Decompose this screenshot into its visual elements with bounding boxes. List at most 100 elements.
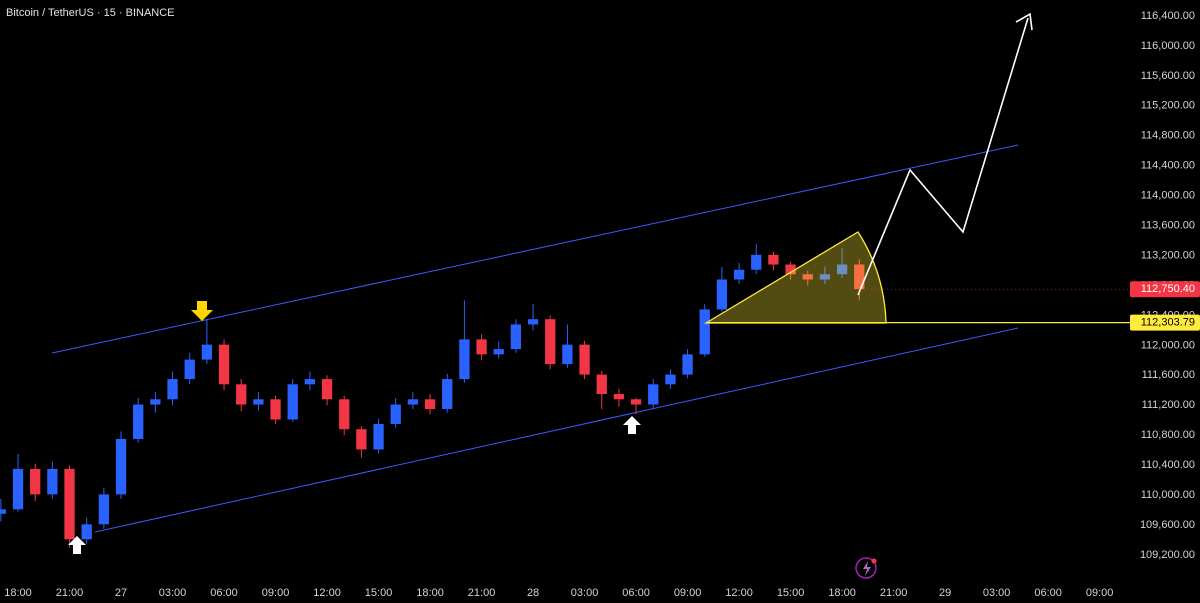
candles xyxy=(0,244,865,548)
candle-body xyxy=(716,279,728,310)
y-tick-label: 113,200.00 xyxy=(1141,249,1195,261)
candle-body xyxy=(579,344,590,375)
candle-body xyxy=(30,468,41,495)
candle-body xyxy=(253,399,264,405)
y-tick-label: 116,400.00 xyxy=(1141,10,1195,22)
candle-body xyxy=(304,379,316,385)
x-tick-label: 06:00 xyxy=(1034,587,1062,599)
candle-body xyxy=(115,438,127,495)
candle-body xyxy=(562,344,573,365)
candle-body xyxy=(424,399,436,410)
y-tick-label: 110,000.00 xyxy=(1141,489,1195,501)
last-price-label: 112,750.40 xyxy=(1141,283,1195,295)
y-tick-label: 111,600.00 xyxy=(1142,369,1195,381)
candle-body xyxy=(167,379,178,400)
candle-body xyxy=(476,339,487,355)
candle-body xyxy=(751,254,762,270)
candle-body xyxy=(218,344,230,385)
candle-body xyxy=(613,394,625,400)
x-tick-label: 18:00 xyxy=(828,587,856,599)
y-tick-label: 114,000.00 xyxy=(1141,190,1195,202)
candle-body xyxy=(339,399,350,430)
y-tick-label: 109,200.00 xyxy=(1140,549,1195,561)
candle-body xyxy=(630,399,642,405)
lower-channel xyxy=(94,327,1019,533)
y-tick-label: 110,800.00 xyxy=(1141,429,1195,441)
candle-body xyxy=(47,468,58,495)
y-tick-label: 116,000.00 xyxy=(1141,40,1195,52)
x-tick-label: 15:00 xyxy=(365,587,393,599)
y-tick-label: 110,400.00 xyxy=(1141,459,1195,471)
candle-body xyxy=(785,264,796,275)
x-tick-label: 09:00 xyxy=(262,587,290,599)
candle-body xyxy=(64,468,75,540)
y-tick-label: 112,000.00 xyxy=(1141,339,1195,351)
x-tick-label: 21:00 xyxy=(880,587,908,599)
candle-body xyxy=(287,384,298,420)
x-tick-label: 03:00 xyxy=(571,587,599,599)
y-tick-label: 115,200.00 xyxy=(1141,100,1195,112)
chart-title: Bitcoin / TetherUS · 15 · BINANCE xyxy=(6,7,175,19)
candle-body xyxy=(648,384,659,405)
candle-body xyxy=(802,274,813,280)
candle-body xyxy=(201,344,213,360)
y-tick-label: 114,800.00 xyxy=(1141,130,1195,142)
candle-body xyxy=(459,339,470,380)
y-tick-label: 114,400.00 xyxy=(1141,160,1195,172)
x-tick-label: 06:00 xyxy=(210,587,238,599)
candle-body xyxy=(356,429,367,450)
candle-body xyxy=(682,354,693,375)
candle-body xyxy=(527,319,539,325)
last-price-box xyxy=(1130,281,1200,298)
candle-body xyxy=(321,379,333,400)
level-label: 112,303.79 xyxy=(1141,317,1195,329)
candle-body xyxy=(699,309,710,355)
icon-dot xyxy=(871,558,877,564)
x-tick-label: 18:00 xyxy=(4,587,32,599)
candle-body xyxy=(665,374,676,385)
candle-body xyxy=(545,319,556,365)
projection-path xyxy=(857,17,1029,296)
x-tick-label: 18:00 xyxy=(416,587,444,599)
candle-body xyxy=(493,349,504,355)
candle-body xyxy=(390,404,401,424)
x-tick-label: 29 xyxy=(939,587,951,599)
icon xyxy=(855,557,877,579)
x-tick-label: 21:00 xyxy=(468,587,496,599)
candle-body xyxy=(768,254,779,265)
candle-body xyxy=(596,374,607,395)
candle-body xyxy=(442,379,453,410)
candle-body xyxy=(836,264,848,275)
candle-body xyxy=(0,509,7,514)
candle-body xyxy=(854,264,865,290)
x-tick-label: 09:00 xyxy=(1086,587,1114,599)
candle-body xyxy=(270,399,281,420)
y-tick-label: 111,200.00 xyxy=(1142,399,1195,411)
bottom-arrow xyxy=(623,416,641,434)
x-tick-label: 28 xyxy=(527,587,539,599)
candle-body xyxy=(733,269,745,280)
y-tick-label: 115,600.00 xyxy=(1141,70,1195,82)
icon-bolt xyxy=(863,561,871,576)
x-tick-label: 03:00 xyxy=(983,587,1011,599)
level-label-box xyxy=(1130,314,1200,331)
candle-body xyxy=(510,324,522,350)
candle-body xyxy=(81,524,92,540)
x-tick-label: 03:00 xyxy=(159,587,187,599)
x-tick-label: 12:00 xyxy=(313,587,341,599)
triangle-pattern xyxy=(703,231,887,324)
candle-body xyxy=(150,399,161,405)
upper-channel xyxy=(51,144,1019,354)
projection-arrowhead xyxy=(1015,12,1033,31)
candle-body xyxy=(407,399,419,405)
y-tick-label: 109,600.00 xyxy=(1140,519,1195,531)
candle-body xyxy=(98,494,110,525)
x-tick-label: 12:00 xyxy=(725,587,753,599)
candle-body xyxy=(236,384,247,405)
top-arrow xyxy=(191,301,213,321)
y-tick-label: 113,600.00 xyxy=(1141,219,1195,231)
x-tick-label: 21:00 xyxy=(56,587,84,599)
